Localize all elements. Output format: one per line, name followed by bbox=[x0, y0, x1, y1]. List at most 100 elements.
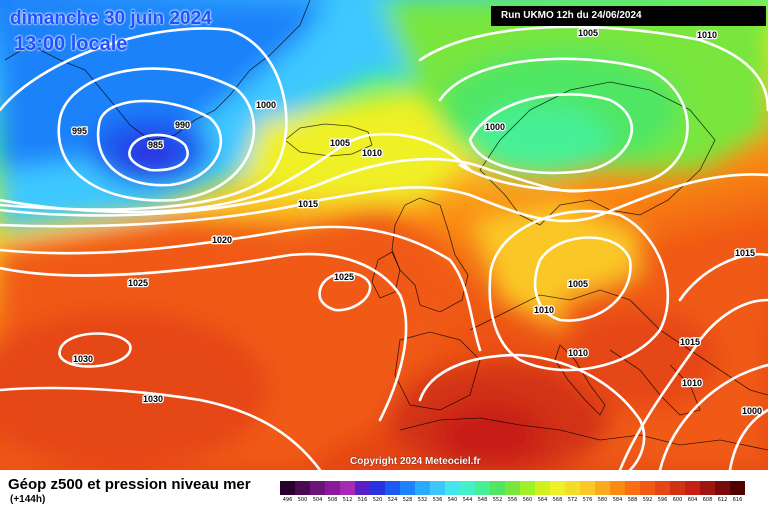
isobar-label: 1030 bbox=[143, 394, 163, 404]
legend-swatch bbox=[655, 481, 670, 495]
isobar-1005-north bbox=[438, 57, 689, 192]
isobar-1000-east bbox=[728, 408, 768, 470]
isobar-label: 985 bbox=[148, 140, 163, 150]
isobar-label: 1005 bbox=[578, 28, 598, 38]
forecast-lead-time: (+144h) bbox=[10, 494, 46, 505]
isobar-label: 1000 bbox=[485, 122, 505, 132]
legend-swatch bbox=[595, 481, 610, 495]
isobar-1020 bbox=[0, 225, 482, 352]
isobar-1010-west bbox=[0, 157, 592, 217]
continental-europe-coast bbox=[469, 289, 768, 396]
legend-label: 516 bbox=[357, 497, 368, 503]
legend-label-row: 496 500 504 508 512 516 520 524 528 532 536 540 544 5… bbox=[280, 497, 745, 503]
isobar-label: 1005 bbox=[568, 279, 588, 289]
isobar-985 bbox=[128, 133, 189, 172]
legend-swatch bbox=[715, 481, 730, 495]
legend-label: 544 bbox=[462, 497, 473, 503]
iberia-coast bbox=[394, 331, 481, 411]
legend-label: 520 bbox=[372, 497, 383, 503]
balkans-coast bbox=[609, 349, 701, 416]
legend-swatch bbox=[565, 481, 580, 495]
isobar-995 bbox=[57, 67, 256, 202]
legend-swatch bbox=[415, 481, 430, 495]
legend-label: 536 bbox=[432, 497, 443, 503]
legend-swatch bbox=[460, 481, 475, 495]
greenland-coast bbox=[4, 0, 311, 141]
legend-label: 564 bbox=[537, 497, 548, 503]
isobar-1010-east bbox=[658, 363, 768, 470]
isobar-label: 1015 bbox=[735, 248, 755, 258]
isobar-label: 1010 bbox=[362, 148, 382, 158]
legend-swatch bbox=[280, 481, 295, 495]
isobar-1015-east bbox=[678, 252, 768, 302]
isobar-1030-main bbox=[0, 386, 322, 470]
legend-label: 604 bbox=[687, 497, 698, 503]
legend-swatch bbox=[610, 481, 625, 495]
isobar-1000-west bbox=[0, 27, 288, 211]
coastline-layer bbox=[4, 0, 768, 451]
isobar-1015 bbox=[0, 173, 768, 228]
iceland-coast bbox=[284, 123, 373, 157]
legend-swatch bbox=[685, 481, 700, 495]
legend-swatch bbox=[400, 481, 415, 495]
legend-label: 552 bbox=[492, 497, 503, 503]
legend-swatch bbox=[490, 481, 505, 495]
legend-label: 612 bbox=[717, 497, 728, 503]
isobar-990 bbox=[96, 99, 223, 187]
map-footer: Géop z500 et pression niveau mer (+144h)… bbox=[0, 470, 768, 512]
legend-swatch bbox=[730, 481, 745, 495]
legend-swatch bbox=[445, 481, 460, 495]
isobar-label: 1010 bbox=[568, 348, 588, 358]
legend-label: 532 bbox=[417, 497, 428, 503]
isobar-label: 1010 bbox=[682, 378, 702, 388]
isobar-1025-main bbox=[0, 252, 408, 422]
legend-swatch bbox=[310, 481, 325, 495]
legend-swatch bbox=[355, 481, 370, 495]
legend-label: 576 bbox=[582, 497, 593, 503]
isobar-label-layer: 995 990 985 1000 1005 1010 1015 1020 1025 1025 103… bbox=[71, 27, 764, 418]
legend-swatch bbox=[475, 481, 490, 495]
legend-label: 496 bbox=[282, 497, 293, 503]
isobar-label: 1000 bbox=[742, 406, 762, 416]
isobar-1010-north bbox=[418, 25, 768, 112]
legend-label: 616 bbox=[732, 497, 743, 503]
legend-swatch bbox=[640, 481, 655, 495]
model-run-label: Run UKMO 12h du 24/06/2024 bbox=[491, 6, 766, 26]
isobar-label: 1025 bbox=[128, 278, 148, 288]
isobar-1030-closed bbox=[58, 332, 132, 368]
isobar-label: 1015 bbox=[680, 337, 700, 347]
isobar-label: 1010 bbox=[534, 305, 554, 315]
legend-label: 524 bbox=[387, 497, 398, 503]
legend-label: 508 bbox=[327, 497, 338, 503]
legend-label: 600 bbox=[672, 497, 683, 503]
isobar-1025-closed bbox=[318, 271, 372, 312]
legend-swatch bbox=[670, 481, 685, 495]
legend-swatch bbox=[325, 481, 340, 495]
isobar-1010-central bbox=[488, 209, 670, 372]
legend-label: 588 bbox=[627, 497, 638, 503]
legend-swatch bbox=[505, 481, 520, 495]
legend-label: 528 bbox=[402, 497, 413, 503]
isobar-label: 1010 bbox=[697, 30, 717, 40]
isobar-label: 995 bbox=[72, 126, 87, 136]
isobar-1015-southeast bbox=[618, 298, 768, 470]
legend-swatch bbox=[520, 481, 535, 495]
legend-label: 512 bbox=[342, 497, 353, 503]
isobar-label: 1020 bbox=[212, 235, 232, 245]
forecast-date: dimanche 30 juin 2024 bbox=[10, 8, 212, 29]
isobar-1005-west bbox=[0, 132, 472, 214]
legend-label: 540 bbox=[447, 497, 458, 503]
legend-label: 596 bbox=[657, 497, 668, 503]
legend-label: 556 bbox=[507, 497, 518, 503]
geopotential-pressure-map: 995 990 985 1000 1005 1010 1015 1020 1025 1025 103… bbox=[0, 0, 768, 470]
forecast-time: 13:00 locale bbox=[14, 33, 128, 55]
product-title: Géop z500 et pression niveau mer bbox=[8, 476, 251, 493]
legend-swatch bbox=[550, 481, 565, 495]
legend-swatch bbox=[580, 481, 595, 495]
legend-swatch bbox=[370, 481, 385, 495]
legend-swatch bbox=[700, 481, 715, 495]
legend-swatch-row bbox=[280, 481, 745, 495]
color-scale-legend: 496 500 504 508 512 516 520 524 528 532 536 540 544 5… bbox=[280, 481, 745, 503]
isobar-label: 1000 bbox=[256, 100, 276, 110]
